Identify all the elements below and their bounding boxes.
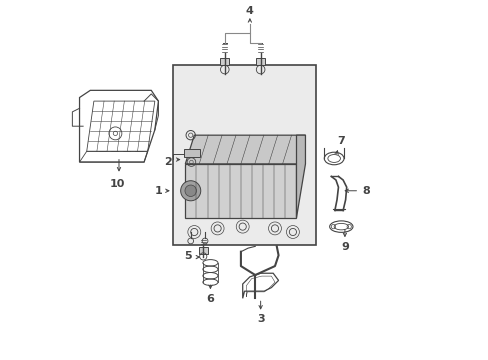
Polygon shape bbox=[296, 135, 305, 218]
Text: 5: 5 bbox=[184, 251, 192, 261]
Bar bbox=[172, 65, 316, 244]
Text: 2: 2 bbox=[164, 157, 172, 167]
Bar bbox=[255, 58, 265, 65]
Text: 8: 8 bbox=[362, 186, 369, 196]
Bar bbox=[220, 58, 229, 65]
Text: 9: 9 bbox=[340, 242, 348, 252]
Text: 10: 10 bbox=[109, 179, 124, 189]
Circle shape bbox=[184, 185, 196, 197]
Polygon shape bbox=[185, 135, 305, 164]
Text: 3: 3 bbox=[256, 314, 264, 324]
Text: 7: 7 bbox=[337, 136, 345, 145]
Bar bbox=[185, 164, 296, 218]
Circle shape bbox=[180, 181, 201, 201]
Text: 4: 4 bbox=[245, 6, 253, 17]
Bar bbox=[198, 247, 207, 253]
Text: 1: 1 bbox=[154, 186, 162, 196]
Text: 6: 6 bbox=[206, 294, 214, 305]
Bar bbox=[183, 149, 199, 157]
